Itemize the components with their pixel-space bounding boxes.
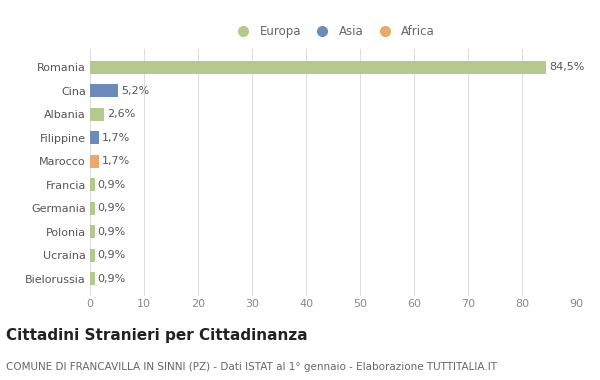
Bar <box>90 272 95 285</box>
Bar <box>90 108 104 120</box>
Text: Cittadini Stranieri per Cittadinanza: Cittadini Stranieri per Cittadinanza <box>6 328 308 343</box>
Bar <box>90 61 546 74</box>
Text: 1,7%: 1,7% <box>102 156 130 166</box>
Bar <box>90 155 99 168</box>
Bar <box>90 249 95 262</box>
Text: 84,5%: 84,5% <box>549 62 584 72</box>
Text: 5,2%: 5,2% <box>121 86 149 96</box>
Bar <box>90 131 99 144</box>
Text: 0,9%: 0,9% <box>98 203 126 213</box>
Bar <box>90 178 95 191</box>
Text: COMUNE DI FRANCAVILLA IN SINNI (PZ) - Dati ISTAT al 1° gennaio - Elaborazione TU: COMUNE DI FRANCAVILLA IN SINNI (PZ) - Da… <box>6 363 497 372</box>
Text: 1,7%: 1,7% <box>102 133 130 142</box>
Bar <box>90 225 95 238</box>
Legend: Europa, Asia, Africa: Europa, Asia, Africa <box>226 21 440 43</box>
Text: 0,9%: 0,9% <box>98 227 126 237</box>
Bar <box>90 84 118 97</box>
Text: 2,6%: 2,6% <box>107 109 135 119</box>
Text: 0,9%: 0,9% <box>98 180 126 190</box>
Bar <box>90 202 95 215</box>
Text: 0,9%: 0,9% <box>98 274 126 284</box>
Text: 0,9%: 0,9% <box>98 250 126 260</box>
